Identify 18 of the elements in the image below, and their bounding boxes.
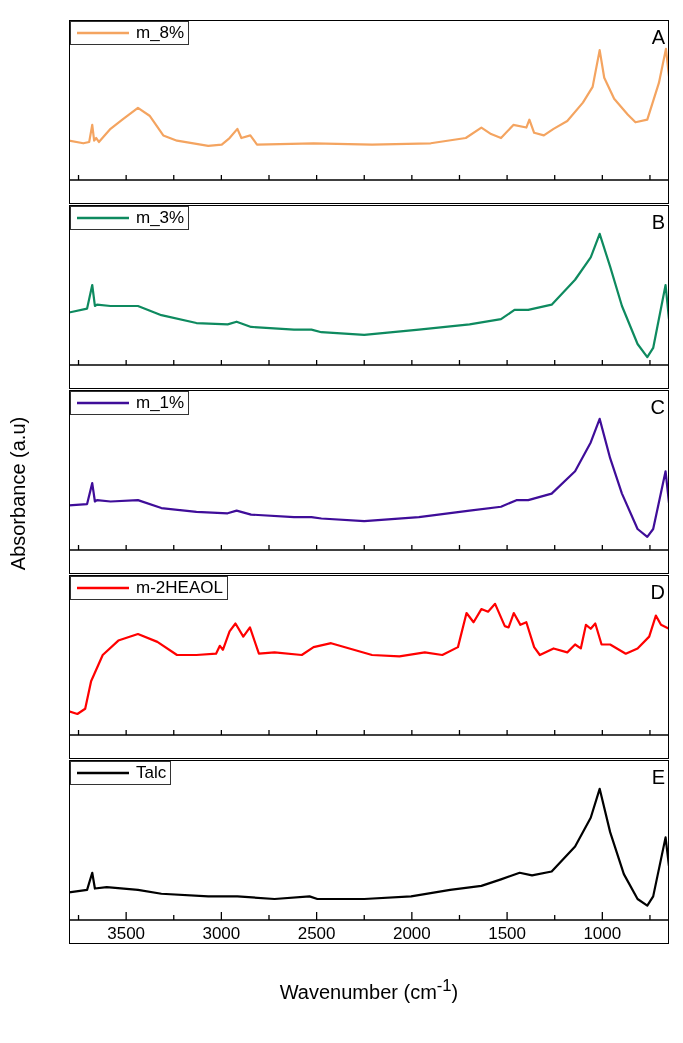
text: B [651, 211, 665, 234]
text: A [651, 26, 665, 49]
legend-label: m_3% [136, 208, 185, 228]
legend-label: Talc [136, 763, 167, 783]
x-tick-label: 1000 [583, 924, 622, 943]
x-tick-label: 2500 [297, 924, 336, 943]
text: D [650, 581, 665, 604]
x-axis-title: Wavenumber (cm$^{-1}$) [278, 976, 460, 1004]
legend-label: m-2HEAOL [136, 578, 223, 598]
text: E [651, 766, 665, 789]
x-tick-label: 2000 [392, 924, 431, 943]
x-tick-label: 3500 [107, 924, 146, 943]
y-axis-title: Absorbance (a.u) [7, 416, 30, 571]
legend-label: m_8% [136, 23, 185, 43]
x-tick-label: 1500 [488, 924, 527, 943]
legend-label: m_1% [136, 393, 185, 413]
x-tick-label: 3000 [202, 924, 241, 943]
text: C [650, 396, 665, 419]
